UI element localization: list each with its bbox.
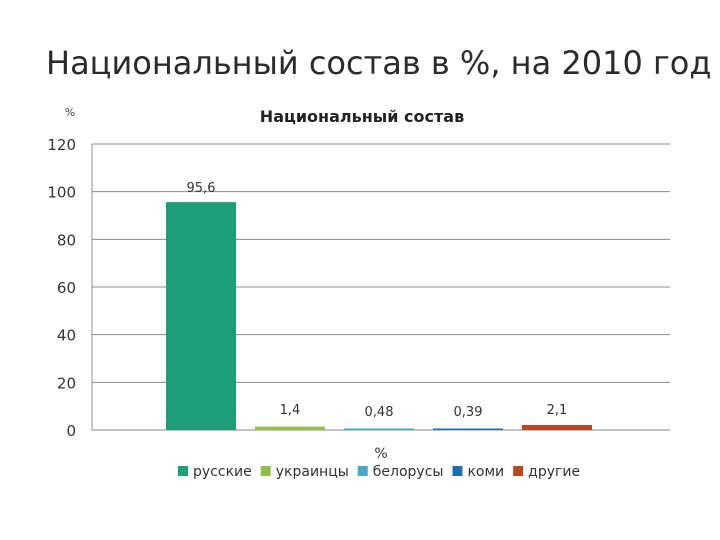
y-axis-label: % bbox=[65, 106, 75, 119]
y-tick-label: 20 bbox=[57, 374, 76, 392]
y-tick-label: 100 bbox=[47, 184, 76, 202]
legend-label: коми bbox=[467, 464, 504, 480]
legend-label: другие bbox=[528, 464, 580, 480]
bar-3 bbox=[433, 428, 503, 430]
y-tick-label: 0 bbox=[66, 422, 76, 440]
legend-label: белорусы bbox=[373, 464, 444, 480]
legend-swatch bbox=[513, 466, 524, 476]
bar-4 bbox=[522, 424, 592, 430]
data-label: 1,4 bbox=[280, 403, 301, 418]
y-tick-label: 40 bbox=[57, 327, 76, 345]
x-axis-label: % bbox=[374, 446, 387, 462]
bar-2 bbox=[344, 428, 414, 430]
data-label: 0,48 bbox=[365, 405, 394, 420]
legend-swatch bbox=[357, 466, 368, 476]
legend-label: русские bbox=[193, 464, 252, 480]
bar-0 bbox=[166, 202, 236, 430]
data-label: 2,1 bbox=[547, 403, 568, 418]
legend-label: украинцы bbox=[276, 464, 349, 480]
legend-swatch bbox=[452, 466, 463, 476]
data-label: 95,6 bbox=[187, 181, 216, 196]
legend-swatch bbox=[260, 466, 271, 476]
legend-swatch bbox=[178, 466, 188, 476]
bar-1 bbox=[255, 426, 325, 430]
y-tick-label: 80 bbox=[57, 231, 76, 249]
data-label: 0,39 bbox=[454, 405, 483, 420]
y-tick-label: 120 bbox=[47, 136, 76, 154]
chart-title: Национальный состав bbox=[260, 107, 464, 126]
y-tick-label: 60 bbox=[57, 279, 76, 297]
slide-title: Национальный состав в %, на 2010 год bbox=[46, 44, 712, 82]
